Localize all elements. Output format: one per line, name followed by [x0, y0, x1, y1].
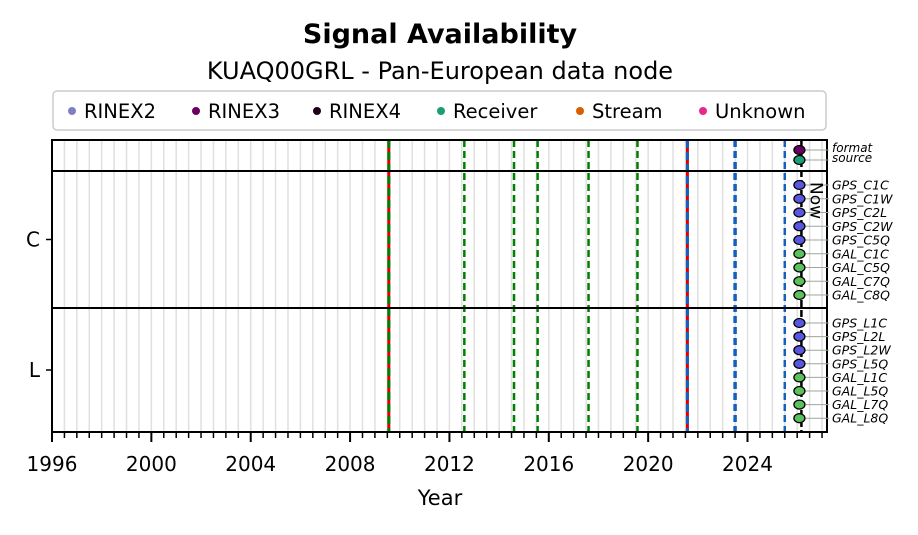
legend-marker-receiver — [437, 107, 445, 115]
panel-label: C — [26, 228, 40, 252]
row-label: GPS_C1W — [832, 191, 893, 206]
legend-label: RINEX3 — [208, 100, 280, 123]
row-label: GAL_C5Q — [832, 260, 890, 275]
legend-marker-rinex3 — [192, 107, 200, 115]
legend-label: Stream — [592, 100, 663, 123]
row-label: GAL_L5Q — [832, 384, 888, 399]
legend-label: Receiver — [453, 100, 538, 123]
availability-marker — [793, 289, 806, 301]
row-label: GPS_C1C — [832, 178, 889, 193]
row-label: GAL_L8Q — [832, 411, 888, 426]
row-label: source — [832, 151, 872, 165]
x-tick-label: 2000 — [126, 452, 177, 476]
availability-marker — [793, 262, 806, 273]
row-label: GAL_L1C — [832, 370, 887, 385]
x-tick-label: 2016 — [523, 452, 574, 476]
x-tick-label: 2008 — [325, 452, 376, 476]
availability-marker — [793, 248, 806, 259]
legend-label: RINEX2 — [84, 100, 156, 123]
legend-marker-unknown — [699, 107, 707, 115]
row-label: GPS_C2L — [832, 205, 887, 220]
row-label: GPS_C2W — [832, 219, 893, 234]
x-tick-label: 2012 — [424, 452, 475, 476]
availability-marker — [793, 179, 806, 191]
row-label: GPS_L2W — [832, 343, 891, 358]
row-label: GPS_L5Q — [832, 356, 888, 371]
availability-marker — [793, 399, 806, 410]
panel-label: L — [29, 358, 41, 382]
availability-marker — [793, 317, 806, 329]
availability-marker — [793, 276, 806, 287]
row-label: GPS_L2L — [832, 329, 885, 344]
availability-marker — [793, 207, 806, 218]
availability-marker — [793, 221, 806, 232]
row-label: GPS_C5Q — [832, 233, 890, 248]
row-label: GAL_C1C — [832, 246, 889, 261]
availability-marker — [793, 385, 806, 397]
chart-title: Signal Availability — [303, 19, 578, 50]
x-tick-label: 2004 — [225, 452, 276, 476]
x-tick-label: 1996 — [27, 452, 78, 476]
legend-marker-rinex2 — [68, 107, 76, 115]
now-label: Now — [805, 182, 825, 219]
legend-marker-rinex4 — [313, 107, 321, 115]
row-label: GPS_L1C — [832, 316, 887, 331]
row-label: GAL_C7Q — [832, 274, 890, 289]
availability-marker — [793, 413, 806, 424]
availability-marker — [793, 144, 806, 156]
availability-marker — [793, 345, 806, 356]
availability-marker — [793, 193, 806, 204]
chart-subtitle: KUAQ00GRL - Pan-European data node — [207, 57, 673, 85]
availability-marker — [793, 372, 806, 383]
row-label: format — [832, 141, 874, 155]
legend-label: Unknown — [715, 100, 806, 123]
availability-marker — [793, 234, 806, 246]
x-tick-label: 2024 — [722, 452, 773, 476]
x-axis-label: Year — [417, 486, 463, 510]
availability-marker — [793, 331, 806, 342]
row-label: GAL_L7Q — [832, 397, 888, 412]
row-label: GAL_C8Q — [832, 288, 890, 303]
legend-label: RINEX4 — [329, 100, 401, 123]
availability-marker — [793, 154, 806, 166]
availability-marker — [793, 358, 806, 369]
x-tick-label: 2020 — [623, 452, 674, 476]
legend-marker-stream — [576, 107, 584, 115]
